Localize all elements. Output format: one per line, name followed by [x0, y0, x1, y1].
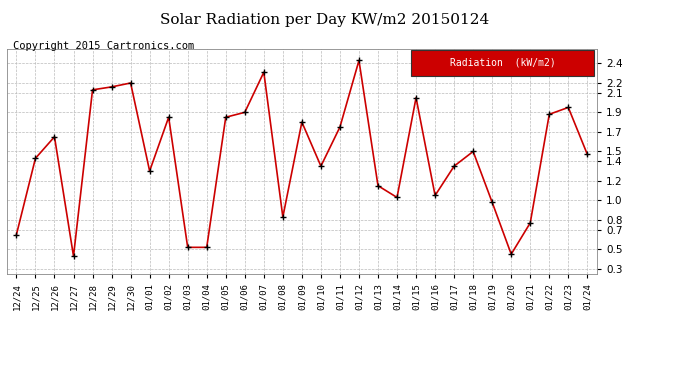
- Text: Solar Radiation per Day KW/m2 20150124: Solar Radiation per Day KW/m2 20150124: [159, 13, 489, 27]
- Text: Copyright 2015 Cartronics.com: Copyright 2015 Cartronics.com: [13, 41, 194, 51]
- Text: Radiation  (kW/m2): Radiation (kW/m2): [450, 58, 555, 68]
- FancyBboxPatch shape: [411, 50, 594, 76]
